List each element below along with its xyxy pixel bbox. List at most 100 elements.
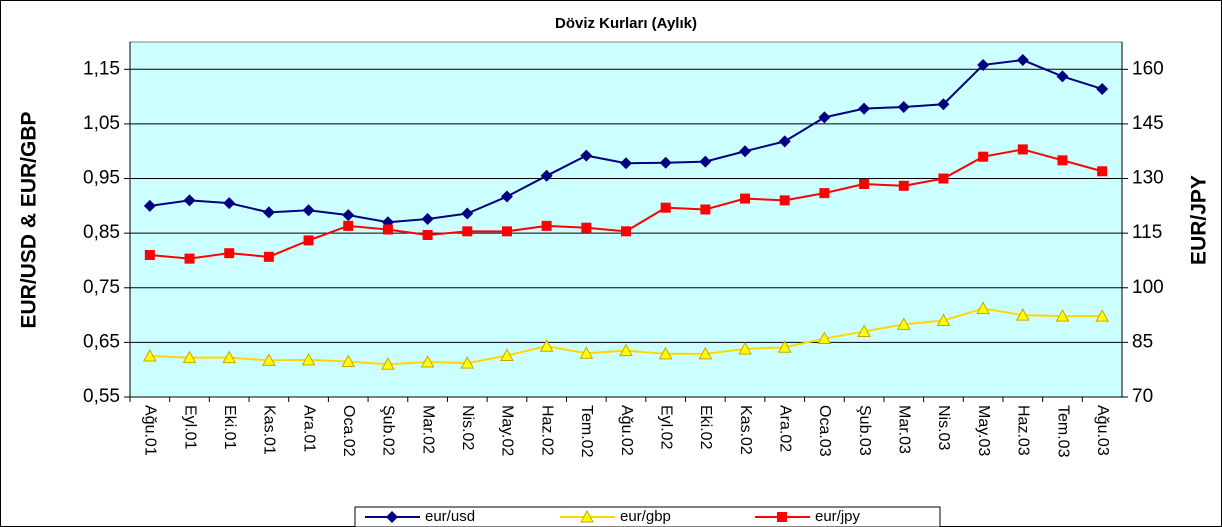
data-point: [777, 340, 792, 353]
data-point: [460, 356, 475, 369]
data-point: [1096, 82, 1109, 95]
data-point: [500, 348, 514, 361]
y2-tick-label: 85: [1132, 331, 1153, 352]
data-point: [579, 346, 594, 359]
x-tick-label: Ara.02: [776, 405, 793, 452]
data-point: [303, 235, 314, 246]
y-tick-label: 0,65: [83, 331, 120, 352]
data-point: [619, 343, 633, 357]
legend-box: [354, 506, 941, 527]
legend-marker: [386, 511, 398, 523]
x-tick-label: May.03: [975, 405, 992, 456]
y2-tick-label: 145: [1132, 113, 1164, 134]
y2-tick-label: 70: [1132, 386, 1153, 407]
data-point: [222, 350, 237, 364]
x-tick-label: Eki.02: [697, 405, 714, 450]
data-point: [143, 199, 156, 212]
y2-tick-label: 115: [1132, 222, 1162, 243]
x-tick-label: Ara.01: [300, 405, 317, 452]
data-point: [1016, 54, 1029, 67]
data-point: [182, 350, 197, 364]
data-point: [420, 355, 435, 368]
data-point: [897, 100, 910, 113]
data-point: [302, 204, 315, 217]
data-point: [343, 220, 354, 231]
data-point: [1056, 70, 1069, 83]
x-tick-label: Eyl.01: [181, 405, 198, 450]
data-point: [342, 209, 355, 222]
data-point: [183, 194, 196, 207]
y-tick-label: 1,15: [83, 58, 120, 79]
y2-axis-label: EUR/JPY: [1188, 175, 1211, 265]
data-point: [699, 155, 712, 168]
data-point: [977, 58, 990, 71]
data-point: [740, 193, 751, 204]
x-tick-label: Nis.02: [459, 405, 476, 450]
data-point: [739, 145, 752, 158]
x-tick-label: Kas.01: [261, 405, 278, 455]
x-tick-label: Mar.03: [896, 405, 913, 454]
data-point: [819, 188, 830, 199]
data-point: [660, 202, 671, 213]
y-tick-label: 1,05: [83, 113, 120, 134]
x-tick-label: Kas.02: [737, 405, 754, 455]
legend-label: eur/gbp: [620, 508, 671, 525]
data-point: [778, 135, 791, 148]
data-point: [937, 98, 950, 111]
data-point: [898, 180, 909, 191]
x-tick-label: Eki.01: [221, 405, 238, 450]
data-point: [341, 354, 356, 367]
x-tick-label: Eyl.02: [657, 405, 674, 450]
data-point: [859, 179, 870, 189]
y2-tick-label: 130: [1132, 168, 1164, 189]
x-tick-label: Oca.02: [340, 405, 357, 457]
data-point: [144, 250, 155, 260]
data-point: [658, 346, 673, 360]
data-point: [779, 195, 790, 206]
data-point: [1095, 309, 1110, 322]
data-point: [580, 149, 593, 162]
plot-area: [129, 41, 1123, 398]
data-point: [818, 111, 831, 124]
data-point: [461, 207, 474, 220]
x-tick-label: Tem.03: [1054, 405, 1071, 458]
x-tick-label: May.02: [499, 405, 516, 456]
data-point: [896, 317, 911, 330]
x-tick-label: Ağu.03: [1094, 405, 1111, 456]
data-point: [1017, 144, 1028, 155]
data-point: [301, 352, 316, 366]
data-point: [382, 224, 393, 235]
data-point: [381, 357, 395, 370]
data-point: [184, 253, 195, 264]
data-point: [976, 301, 990, 315]
data-point: [262, 353, 276, 366]
data-point: [738, 341, 752, 355]
x-tick-label: Haz.03: [1015, 405, 1032, 456]
x-tick-label: Haz.02: [538, 405, 555, 456]
y2-tick-label: 160: [1132, 58, 1164, 79]
data-point: [541, 220, 552, 231]
x-tick-label: Şub.03: [856, 405, 873, 456]
data-point: [262, 206, 275, 219]
data-point: [223, 197, 236, 210]
data-point: [936, 313, 951, 327]
data-point: [422, 229, 433, 240]
data-point: [700, 204, 711, 215]
x-tick-label: Mar.02: [419, 405, 436, 454]
data-point: [263, 251, 274, 262]
y-tick-label: 0,55: [83, 386, 120, 407]
y-axis-label: EUR/USD & EUR/GBP: [18, 111, 41, 328]
data-point: [421, 212, 434, 225]
data-point: [858, 102, 871, 115]
x-tick-label: Şub.02: [380, 405, 397, 456]
x-tick-label: Nis.03: [935, 405, 952, 450]
y-tick-label: 0,95: [83, 168, 120, 189]
chart-title: Döviz Kurları (Aylık): [555, 15, 697, 32]
data-point: [659, 156, 672, 169]
legend-label: eur/jpy: [815, 508, 861, 525]
y-tick-label: 0,75: [83, 277, 120, 298]
data-point: [539, 339, 554, 352]
data-point: [621, 226, 631, 237]
x-tick-label: Ağu.02: [618, 405, 635, 456]
